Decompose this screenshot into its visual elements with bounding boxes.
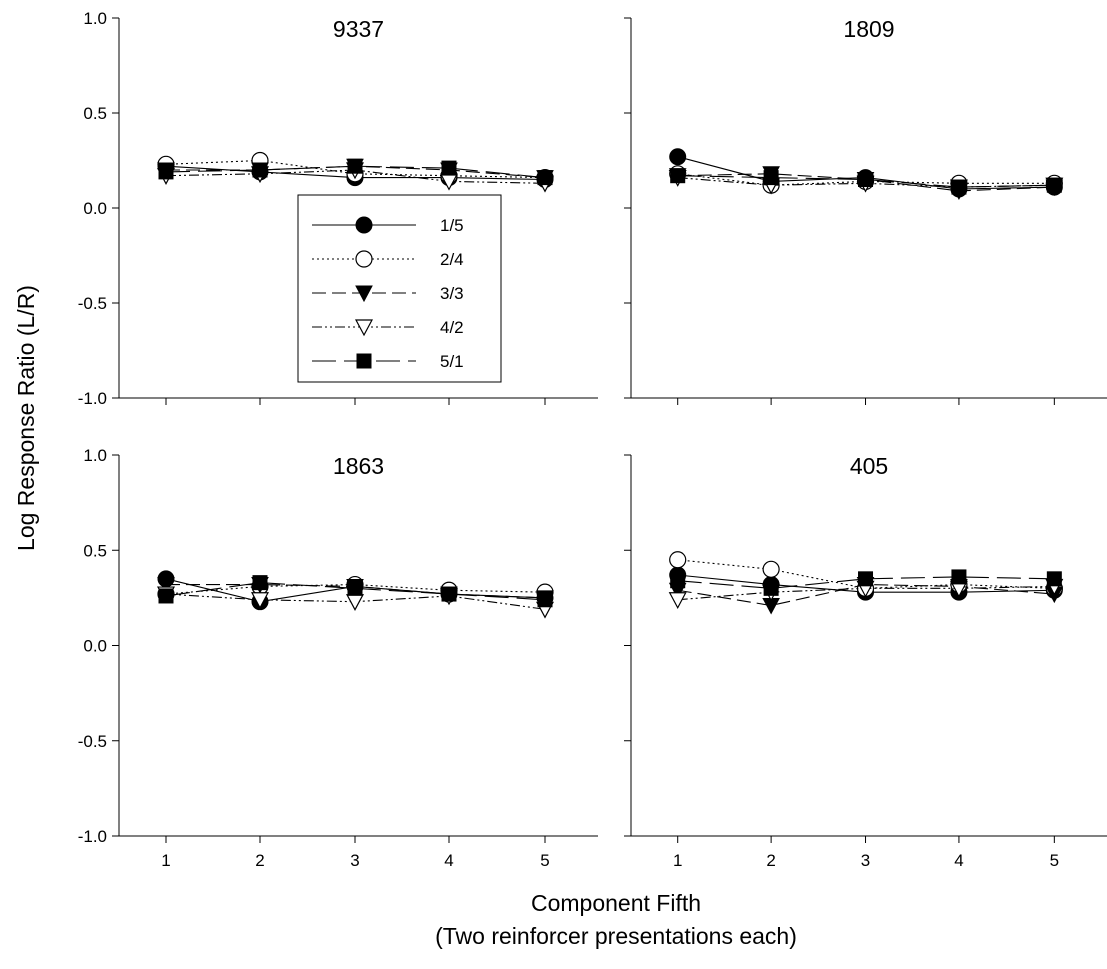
legend-label: 1/5 (440, 216, 464, 235)
data-point (347, 158, 363, 174)
legend-marker (355, 250, 373, 268)
legend-entry: 4/2 (312, 318, 464, 337)
data-point (441, 160, 457, 176)
legend-label: 4/2 (440, 318, 464, 337)
x-axis-title-line2: (Two reinforcer presentations each) (435, 923, 797, 949)
data-point (157, 577, 175, 594)
y-tick-label: 0.5 (83, 104, 107, 123)
data-point (951, 179, 967, 195)
y-tick-label: 0.0 (83, 199, 107, 218)
y-tick-label: 1.0 (83, 446, 107, 465)
data-point (762, 560, 780, 578)
legend-marker (355, 319, 373, 337)
legend-label: 5/1 (440, 352, 464, 371)
data-point (669, 148, 687, 166)
y-tick-label: -0.5 (78, 732, 107, 751)
legend-entry: 1/5 (312, 216, 464, 235)
panel-1809: 1809 (624, 16, 1107, 405)
data-point (252, 162, 268, 178)
y-tick-label: 1.0 (83, 9, 107, 28)
series-5-1 (670, 168, 1062, 195)
panels-layer: 1.0 0.5 0.0 -0.5 -1.0 9337 1809 1.0 0.5 0.0 -0.5 -1… (78, 9, 1107, 870)
data-point (1046, 177, 1062, 193)
data-point (858, 571, 874, 587)
series-line (165, 583, 546, 595)
data-point (763, 170, 779, 186)
x-tick-label: 3 (861, 851, 870, 870)
panel-9337: 1.0 0.5 0.0 -0.5 -1.0 9337 (78, 9, 598, 408)
panel-1863: 1.0 0.5 0.0 -0.5 -1.0 1 2 3 4 5 1863 (78, 446, 598, 870)
legend-entry: 5/1 (312, 352, 464, 371)
series-5-1 (670, 569, 1062, 596)
data-point (537, 170, 553, 186)
data-point (347, 580, 363, 596)
legend-entry: 2/4 (312, 250, 464, 269)
x-tick-label: 5 (540, 851, 549, 870)
legend-label: 3/3 (440, 284, 464, 303)
data-point (1046, 571, 1062, 587)
data-point (670, 168, 686, 184)
data-point (252, 575, 268, 591)
series-5-1 (158, 575, 553, 608)
data-point (158, 588, 174, 604)
data-point (441, 586, 457, 602)
legend-marker (355, 216, 373, 234)
legend-box (297, 194, 502, 383)
panel-title: 1863 (333, 453, 384, 479)
data-point (537, 592, 553, 608)
x-tick-label: 2 (255, 851, 264, 870)
y-tick-label: -1.0 (78, 389, 107, 408)
panel-title: 1809 (843, 16, 894, 42)
x-tick-label: 2 (766, 851, 775, 870)
data-point (346, 594, 364, 611)
legend-marker (355, 285, 373, 303)
series-5-1 (158, 158, 553, 186)
data-point (763, 580, 779, 596)
y-tick-label: 0.5 (83, 541, 107, 560)
y-tick-label: 0.0 (83, 637, 107, 656)
legend-entry: 3/3 (312, 284, 464, 303)
data-point (251, 592, 269, 610)
data-point (669, 551, 687, 569)
panel-405: 1 2 3 4 5 405 (624, 453, 1107, 870)
x-tick-label: 1 (161, 851, 170, 870)
y-tick-label: -0.5 (78, 294, 107, 313)
x-tick-label: 4 (444, 851, 453, 870)
legend-label: 2/4 (440, 250, 464, 269)
x-axis-title-line1: Component Fifth (531, 890, 701, 916)
x-tick-label: 4 (954, 851, 963, 870)
y-tick-label: -1.0 (78, 827, 107, 846)
x-tick-label: 5 (1050, 851, 1059, 870)
data-point (668, 592, 687, 610)
panel-title: 9337 (333, 16, 384, 42)
x-tick-label: 3 (350, 851, 359, 870)
data-point (858, 172, 874, 187)
data-point (158, 164, 174, 180)
legend: 1/5 2/4 3/3 4/2 5/1 (297, 194, 502, 383)
data-point (951, 569, 967, 585)
y-axis-title: Log Response Ratio (L/R) (13, 285, 39, 551)
legend-marker (356, 353, 372, 369)
data-point (670, 573, 686, 589)
panel-title: 405 (850, 453, 888, 479)
x-tick-label: 1 (673, 851, 682, 870)
